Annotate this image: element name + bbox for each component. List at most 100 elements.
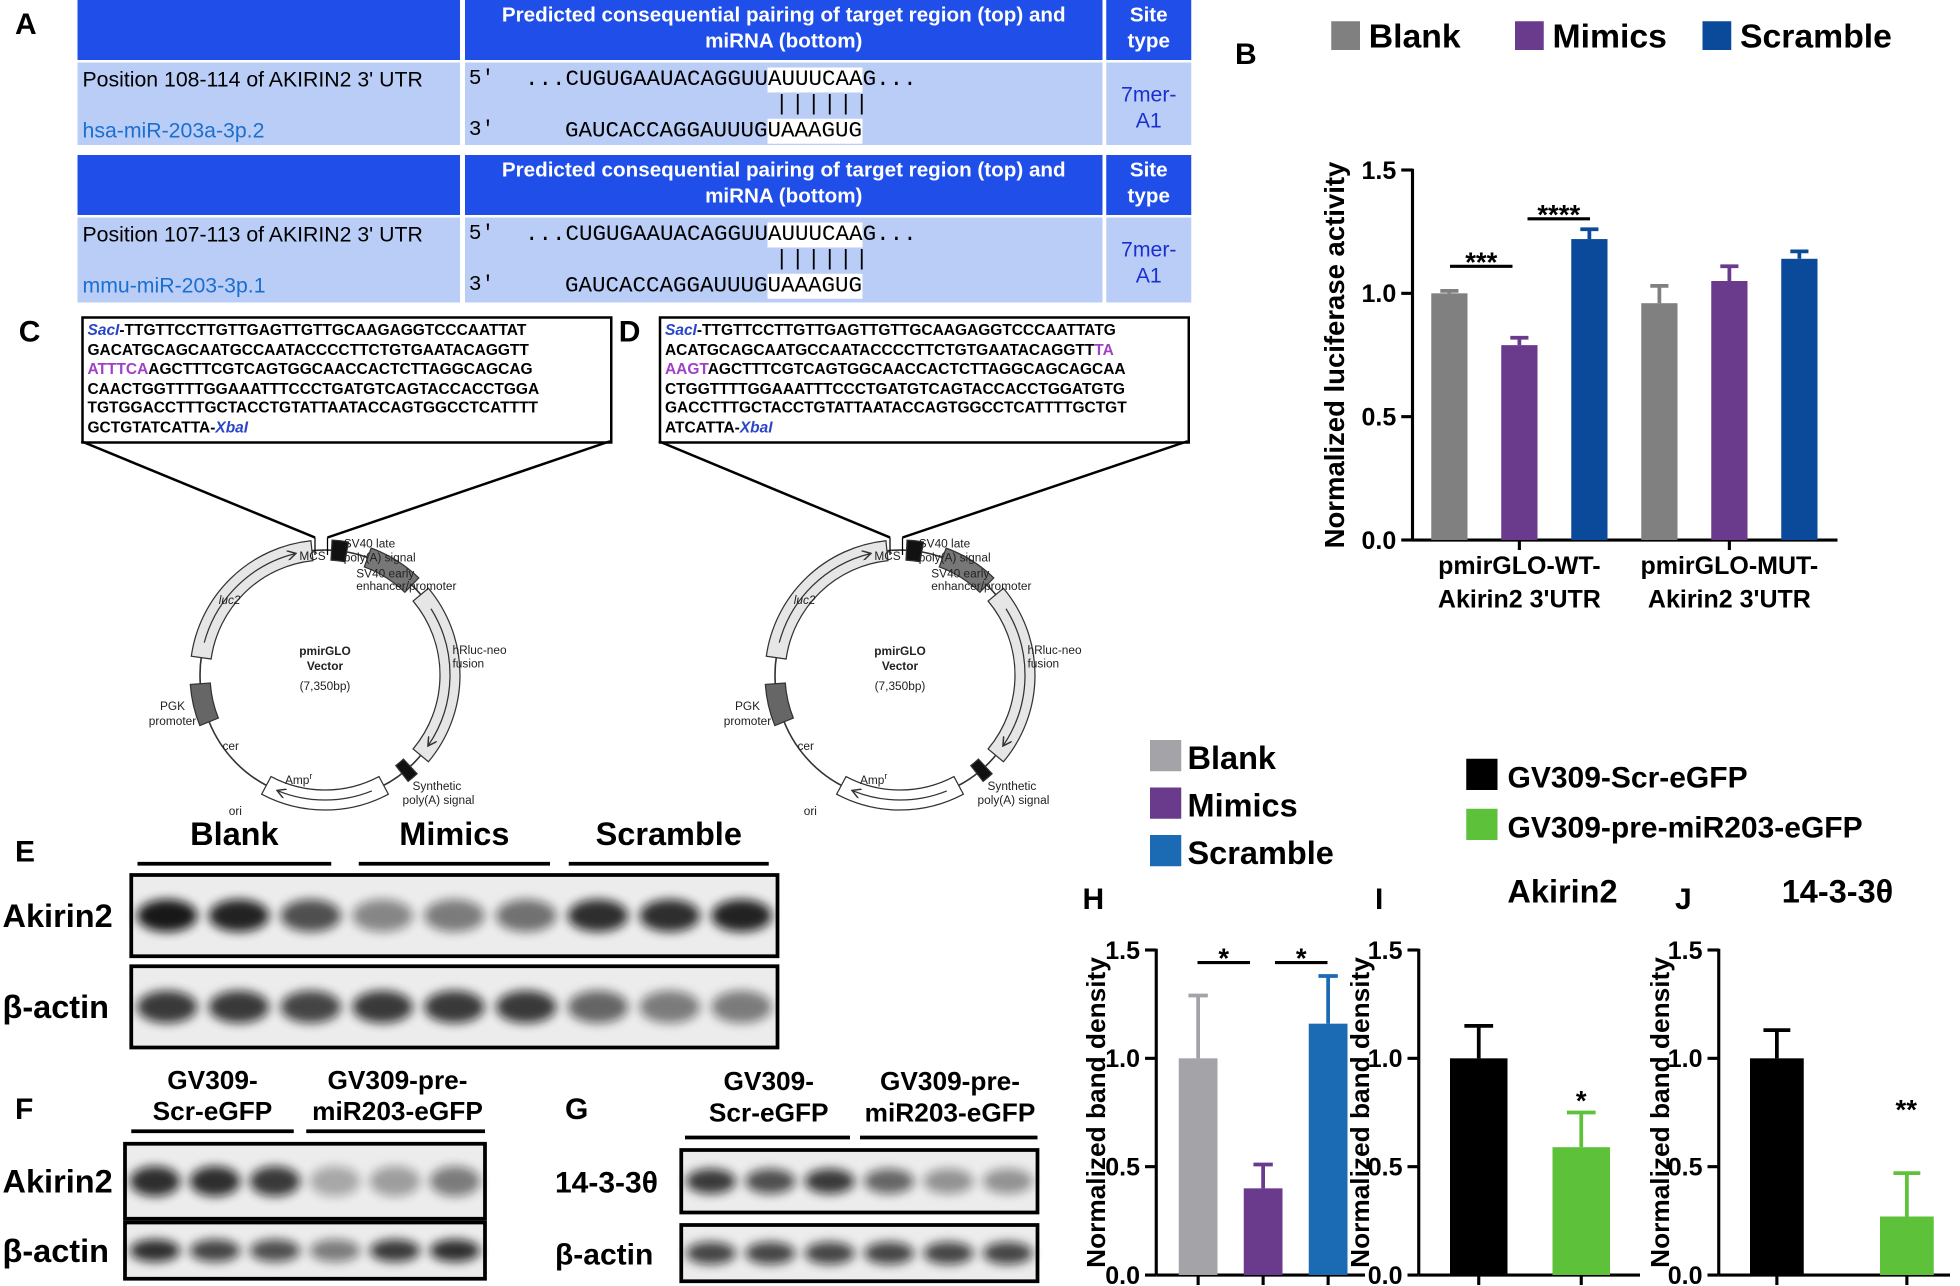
plasmid-feature <box>363 547 420 594</box>
seq-part: ...CUGUGAAUACAGGUU <box>525 67 769 93</box>
target-seq: ...CUGUGAAUACAGGUUAUUUCAAG... <box>525 67 917 93</box>
bar <box>1880 1216 1934 1275</box>
y-tick-label: 0.5 <box>1105 1153 1140 1181</box>
significance-label: * <box>1576 1085 1587 1116</box>
blot-band <box>249 1166 301 1197</box>
panel-letter: A <box>15 7 37 42</box>
row-cell <box>1106 62 1192 145</box>
blot-band <box>352 899 413 932</box>
blot-band <box>639 899 700 932</box>
legend-label: Scramble <box>1740 18 1892 56</box>
error-bar <box>1464 1023 1494 1059</box>
site-type-header: Site type <box>1127 3 1170 53</box>
panel-letter: F <box>15 1092 34 1127</box>
sequence-segment: -TTGTTCCTTGTTGAGTTGTTGCAAGAGGTCCCAATTAT <box>119 321 527 339</box>
plasmid-arrow <box>278 791 373 801</box>
plasmid-feature <box>765 540 889 660</box>
seq-part: GAUCACCAGGAUUUG <box>565 273 768 299</box>
legend-swatch <box>1150 835 1182 867</box>
lane-label: GV309-Scr-eGFP <box>152 1066 273 1127</box>
site-type-header: Site type <box>1127 158 1170 208</box>
sequence-line: ATTTCAAGCTTTCGTCAGTGGCAACCACTCTTAGGCAGCA… <box>88 360 607 379</box>
blot-band <box>567 899 629 932</box>
blot-band <box>745 1168 796 1194</box>
lane-label: Scramble <box>596 816 742 852</box>
bar <box>1552 1147 1610 1275</box>
sequence-line: GACATGCAGCAATGCCAATACCCCTTCTGTGAATACAGGT… <box>88 341 607 360</box>
lane-label: Blank <box>190 816 279 852</box>
blot-band <box>686 1168 736 1194</box>
blot-band <box>982 1168 1033 1194</box>
lane-label: Mimics <box>399 816 509 852</box>
mirna: hsa-miR-203a-3p.2 <box>82 118 265 143</box>
error-bar <box>1790 249 1809 259</box>
sequence-segment: -TTGTTCCTTGTTGAGTTGTTGCAAGAGGTCCCAATTATG <box>696 321 1116 339</box>
sequence-segment: GACATGCAGCAATGCCAATACCCCTTCTGTGAATACAGGT… <box>87 340 529 359</box>
plasmid-label: Ampr <box>285 771 312 787</box>
sequence-segment: GCTGTATCATTA- <box>87 418 216 437</box>
legend-label: Mimics <box>1553 18 1667 56</box>
plasmid-label: pmirGLO <box>299 644 350 658</box>
significance-label: *** <box>1465 246 1497 277</box>
lane-label: GV309-pre-miR203-eGFP <box>864 1067 1036 1128</box>
legend-swatch <box>1150 787 1182 819</box>
panel-letter: B <box>1235 37 1257 72</box>
plasmid-feature <box>905 539 925 563</box>
x-tick-label: pmirGLO-MUT-Akirin2 3'UTR <box>1640 552 1819 614</box>
sequence-line: SacI-TTGTTCCTTGTTGAGTTGTTGCAAGAGGTCCCAAT… <box>88 321 607 340</box>
y-axis-label: Normalized luciferase activity <box>1319 161 1350 548</box>
connector <box>327 440 611 539</box>
seq-part: AUUUCAA <box>768 67 863 93</box>
header-cell <box>1106 155 1192 215</box>
alignment-header: Predicted consequential pairing of targe… <box>501 158 1066 208</box>
blot-band <box>189 1239 241 1262</box>
blot-band <box>309 1239 361 1262</box>
construct-box: SacI-TTGTTCCTTGTTGAGTTGTTGCAAGAGGTCCCAAT… <box>658 316 1190 444</box>
sequence-line: TGTGGACCTTTGCTACCTGTATTAATACCAGTGGCCTCAT… <box>88 399 607 418</box>
target-seq: ...CUGUGAAUACAGGUUAUUUCAAG... <box>525 222 917 248</box>
sequence-line: GACCTTTGCTACCTGTATTAATACCAGTGGCCTCATTTTG… <box>665 399 1184 418</box>
sequence-segment: AAGT <box>665 360 708 378</box>
plasmid-label: Ampr <box>860 771 887 787</box>
blot-row-label: Akirin2 <box>3 1164 113 1200</box>
significance-label: * <box>1296 943 1307 974</box>
y-tick-label: 1.5 <box>1361 157 1396 185</box>
sequence-segment: CTGGTTTTGGAAATTTCCCTGATGTCAGTACCACCTGGAT… <box>665 379 1125 398</box>
lane-label: GV309-Scr-eGFP <box>708 1067 829 1128</box>
plasmid-label: ori <box>229 804 242 818</box>
strand-label: 5' <box>468 67 495 92</box>
seq-part: GAUCACCAGGAUUUG <box>565 118 768 144</box>
blot-band <box>249 1239 301 1262</box>
error-bar <box>1893 1171 1921 1217</box>
amp-superscript: r <box>309 771 312 781</box>
legend-swatch <box>1150 740 1182 772</box>
plasmid-label: luc2 <box>794 593 816 607</box>
legend-label: Scramble <box>1188 835 1334 871</box>
panel-letter: G <box>565 1092 589 1127</box>
error-bar <box>1510 335 1529 346</box>
blot-band <box>429 1239 481 1262</box>
panel-letter: I <box>1375 882 1384 917</box>
plasmid-label: poly(A) signal <box>403 793 475 807</box>
connector <box>902 440 1188 539</box>
sequence-segment: GACCTTTGCTACCTGTATTAATACCAGTGGCCTCATTTTG… <box>665 399 1127 417</box>
row-cell <box>77 62 460 145</box>
sequence-line: ACATGCAGCAATGCCAATACCCCTTCTGTGAATACAGGTT… <box>665 341 1184 360</box>
y-tick-label: 0.0 <box>1105 1262 1140 1286</box>
seq-part: G... <box>862 222 917 248</box>
header-cell <box>77 0 460 60</box>
plasmid-label: (7,350bp) <box>875 679 926 693</box>
blot-band <box>424 990 485 1024</box>
pairing: |||||| <box>775 247 872 273</box>
plasmid-feature <box>987 587 1036 763</box>
y-axis-label: Normalized band density <box>1081 957 1111 1268</box>
site-type: 7mer-A1 <box>1120 237 1177 288</box>
legend-swatch <box>1331 21 1360 50</box>
sequence-segment: AGCTTTCGTCAGTGGCAACCACTCTTAGGCAGCAGCAA <box>707 360 1126 378</box>
connector <box>658 440 891 539</box>
header-cell <box>465 155 1103 215</box>
amp-label: Amp <box>860 773 885 787</box>
plasmid-label: Synthetic <box>988 779 1037 793</box>
sequence-line: AAGTAGCTTTCGTCAGTGGCAACCACTCTTAGGCAGCAGC… <box>665 360 1184 379</box>
legend-swatch <box>1466 758 1498 790</box>
